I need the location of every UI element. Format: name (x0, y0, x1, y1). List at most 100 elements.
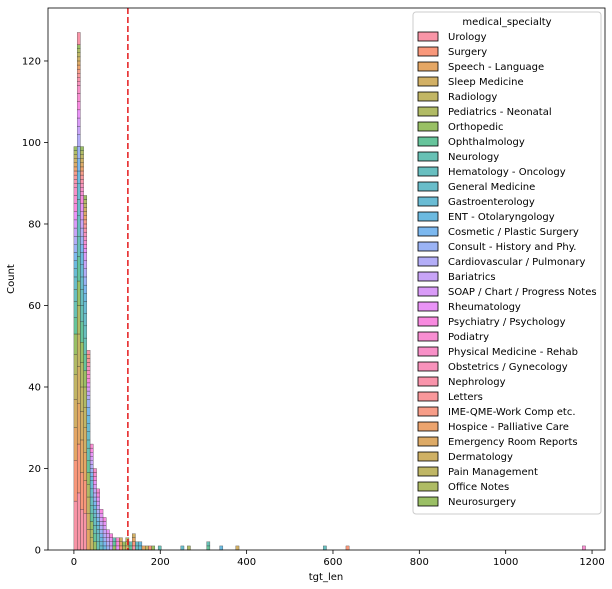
histogram-bar-segment (83, 236, 88, 241)
histogram-bar-segment (89, 529, 94, 538)
histogram-bar-segment (89, 488, 94, 498)
histogram-bar-segment (76, 158, 81, 172)
histogram-bar-segment (73, 203, 78, 212)
histogram-bar-segment (89, 537, 94, 551)
y-tick-label: 40 (28, 382, 41, 393)
legend-swatch (417, 496, 439, 507)
histogram-bar-segment (73, 195, 78, 204)
legend-label: Podiatry (448, 332, 489, 343)
histogram-bar-segment (80, 386, 84, 412)
histogram-bar-segment (83, 268, 88, 278)
histogram-bar-segment (73, 460, 78, 502)
legend-swatch (417, 136, 439, 147)
histogram-bar-segment (138, 545, 143, 551)
histogram-bar-segment (132, 537, 136, 542)
legend-label: Letters (448, 392, 483, 403)
histogram-bar-segment (76, 85, 81, 94)
legend-label: Surgery (448, 47, 487, 58)
histogram-bar-segment (86, 386, 91, 392)
histogram-bar-segment (83, 284, 88, 294)
histogram-bar-segment (76, 126, 81, 135)
histogram-bar-segment (93, 472, 97, 477)
histogram-bar-segment (86, 374, 91, 379)
histogram-bar-segment (99, 541, 104, 547)
histogram-bar-segment (89, 447, 94, 453)
histogram-bar-segment (102, 537, 107, 542)
histogram-bar-segment (96, 513, 100, 518)
legend-label: Hematology - Oncology (448, 167, 566, 178)
legend-label: Physical Medicine - Rehab (448, 347, 578, 358)
histogram-bar-segment (80, 509, 84, 551)
histogram-bar-segment (89, 468, 94, 473)
histogram-bar-segment (99, 509, 104, 514)
histogram-bar-segment (73, 166, 78, 172)
x-axis-label: tgt_len (309, 572, 343, 583)
histogram-bar-segment (86, 472, 91, 485)
histogram-bar-segment (109, 545, 113, 551)
histogram-bar-segment (80, 195, 84, 204)
histogram-bar-segment (80, 252, 84, 265)
histogram-bar-segment (83, 207, 88, 212)
legend-swatch (417, 481, 439, 492)
histogram-bar-segment (73, 244, 78, 253)
histogram-bar-segment (80, 276, 84, 290)
histogram-bar-segment (80, 179, 84, 184)
histogram-bar-segment (119, 537, 123, 542)
histogram-bar-segment (96, 496, 100, 502)
histogram-bar-segment (86, 496, 91, 514)
legend-label: Cosmetic / Plastic Surgery (448, 227, 579, 238)
legend-swatch (417, 181, 439, 192)
y-ticks: 0 20 40 60 80 100 120 (22, 56, 48, 557)
legend-label: Pediatrics - Neonatal (448, 107, 552, 118)
legend-swatch (417, 76, 439, 87)
histogram-bar-segment (102, 525, 107, 530)
histogram-bar-segment (93, 492, 97, 498)
histogram-bar-segment (102, 545, 107, 551)
histogram-bar-segment (73, 170, 78, 176)
histogram-bar-segment (73, 427, 78, 461)
histogram-bar-segment (96, 529, 100, 534)
histogram-bar-segment (76, 56, 81, 62)
legend-label: Urology (448, 32, 487, 43)
histogram-bar-segment (76, 44, 81, 49)
legend-swatch (417, 241, 439, 252)
histogram-bar-segment (96, 521, 100, 526)
y-tick-label: 20 (28, 464, 41, 475)
histogram-bar-segment (109, 541, 113, 547)
histogram-bar-segment (99, 545, 104, 551)
histogram-bar-segment (89, 460, 94, 465)
histogram-bar-segment (135, 541, 139, 547)
histogram-bar-segment (89, 472, 94, 477)
histogram-bar-segment (80, 411, 84, 441)
histogram-bar-segment (76, 68, 81, 74)
legend-label: Neurosurgery (448, 497, 516, 508)
histogram-bar-segment (89, 452, 94, 457)
histogram-bar-segment (76, 333, 81, 367)
legend-label: Nephrology (448, 377, 506, 388)
histogram-bar-segment (76, 443, 81, 494)
histogram-bar-segment (93, 505, 97, 510)
legend-swatch (417, 346, 439, 357)
legend-swatch (417, 316, 439, 327)
histogram-bar-segment (86, 382, 91, 388)
histogram-bar-segment (141, 545, 146, 551)
histogram-bar-segment (80, 362, 84, 388)
legend-label: IME-QME-Work Comp etc. (448, 407, 576, 418)
histogram-bar-segment (93, 496, 97, 502)
histogram-bar-segment (83, 370, 88, 388)
histogram-bar-segment (99, 521, 104, 526)
legend-label: SOAP / Chart / Progress Notes (448, 287, 597, 298)
histogram-bar-segment (73, 146, 78, 151)
histogram-bar-segment (112, 545, 117, 551)
histogram-bar-segment (83, 386, 88, 408)
legend-swatch (417, 121, 439, 132)
legend-label: Sleep Medicine (448, 77, 524, 88)
histogram-bar-segment (76, 77, 81, 82)
histogram-bar-segment (76, 60, 81, 66)
histogram-bar-segment (83, 260, 88, 269)
legend-label: Gastroenterology (448, 197, 535, 208)
histogram-bar-segment (99, 537, 104, 542)
histogram-bar-segment (83, 223, 88, 229)
y-tick-label: 80 (28, 219, 41, 230)
histogram-bar-segment (96, 525, 100, 530)
